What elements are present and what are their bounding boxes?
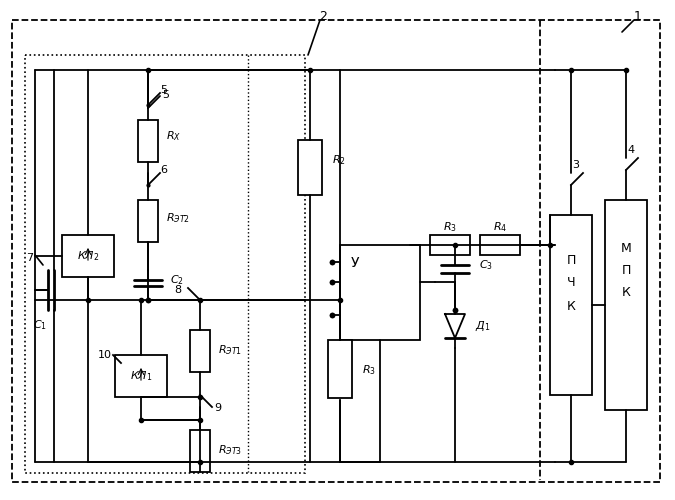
Bar <box>138 200 158 242</box>
Text: $R_3$: $R_3$ <box>443 220 457 234</box>
Bar <box>190 330 210 372</box>
Text: $R_X$: $R_X$ <box>166 129 181 143</box>
Text: $R_{ЭТ2}$: $R_{ЭТ2}$ <box>166 211 190 225</box>
Text: 9: 9 <box>215 403 221 413</box>
Bar <box>298 140 322 195</box>
Bar <box>605 200 647 410</box>
Bar <box>328 340 352 398</box>
Text: $R_{ЭТ3}$: $R_{ЭТ3}$ <box>218 443 242 457</box>
Text: 10: 10 <box>98 350 112 360</box>
Text: $КЛ_2$: $КЛ_2$ <box>77 249 99 263</box>
Bar <box>62 235 114 277</box>
Bar <box>25 55 305 473</box>
Text: 1: 1 <box>634 10 642 24</box>
Text: У: У <box>351 256 359 270</box>
Text: 5: 5 <box>161 85 167 95</box>
Text: $R_4$: $R_4$ <box>493 220 507 234</box>
Bar <box>480 235 520 255</box>
Text: $C_2$: $C_2$ <box>170 273 184 287</box>
Text: $R_{ЭТ1}$: $R_{ЭТ1}$ <box>218 343 242 357</box>
Bar <box>550 215 592 395</box>
Text: Ч: Ч <box>567 276 575 289</box>
Bar <box>138 120 158 162</box>
Text: 4: 4 <box>628 145 634 155</box>
Text: 5: 5 <box>163 90 169 100</box>
Text: 3: 3 <box>572 160 580 170</box>
Text: 7: 7 <box>26 253 34 263</box>
Text: $C_1$: $C_1$ <box>33 318 47 332</box>
Bar <box>115 355 167 397</box>
Bar <box>430 235 470 255</box>
Text: $C_3$: $C_3$ <box>479 258 493 272</box>
Text: $КЛ_1$: $КЛ_1$ <box>130 369 153 383</box>
Bar <box>190 430 210 472</box>
Text: $Д_1$: $Д_1$ <box>475 320 491 332</box>
Text: $R_3$: $R_3$ <box>362 363 376 377</box>
Text: 2: 2 <box>319 10 327 24</box>
Text: М: М <box>620 242 631 254</box>
Text: П: П <box>566 254 576 266</box>
Text: К: К <box>566 300 575 312</box>
Text: 8: 8 <box>174 285 182 295</box>
Text: 6: 6 <box>161 165 167 175</box>
Text: П: П <box>621 264 630 276</box>
Bar <box>340 245 420 340</box>
Text: К: К <box>622 286 630 298</box>
Text: $R_2$: $R_2$ <box>332 153 346 167</box>
